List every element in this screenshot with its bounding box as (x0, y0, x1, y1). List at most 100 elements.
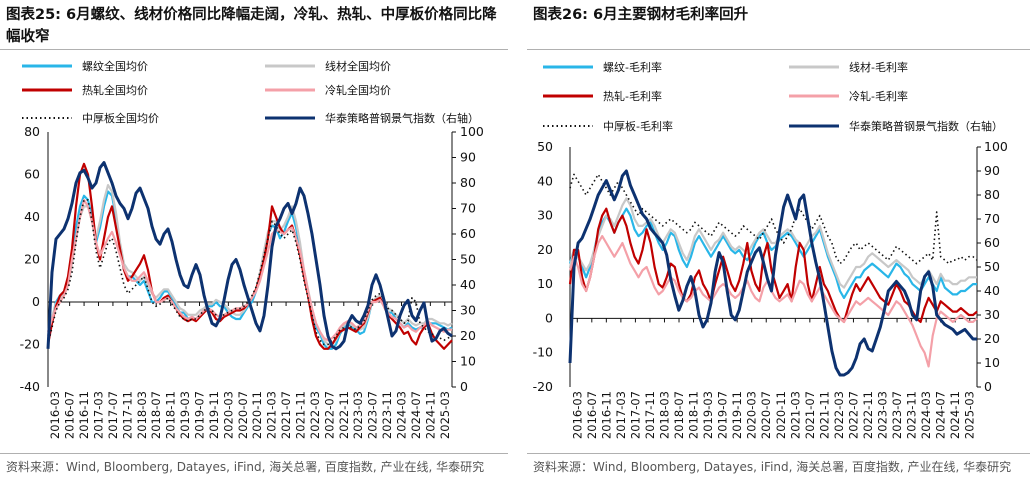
x-tick-label: 2024-07 (409, 391, 423, 439)
x-tick-label: 2022-11 (337, 391, 351, 439)
x-tick-label: 2018-03 (135, 391, 149, 439)
legend-label: 华泰策略普钢景气指数（右轴） (325, 111, 479, 125)
x-tick-label: 2018-07 (149, 391, 163, 439)
series-line (568, 169, 977, 377)
legend-label: 冷轧全国均价 (325, 83, 391, 97)
title-divider (527, 49, 1030, 50)
x-tick-label: 2024-03 (919, 391, 933, 439)
x-tick-label: 2021-11 (817, 391, 831, 439)
legend-label: 中厚板全国均价 (82, 111, 159, 125)
x-tick-label: 2022-03 (832, 391, 846, 439)
x-tick-label: 2023-11 (905, 391, 919, 439)
series-line (568, 197, 977, 289)
chart-title: 图表25: 6月螺纹、线材价格同比降幅走阔，冷轧、热轧、中厚板价格同比降幅收窄 (6, 7, 497, 45)
x-tick-label: 2020-11 (774, 391, 788, 439)
x-tick-label: 2021-03 (265, 391, 279, 439)
x-tick-label: 2020-11 (250, 391, 264, 439)
x-tick-label: 2016-03 (570, 391, 584, 439)
x-tick-label: 2022-03 (308, 391, 322, 439)
y-tick-left: 20 (537, 242, 553, 257)
series-line (47, 199, 453, 346)
x-tick-label: 2019-03 (701, 391, 715, 439)
x-tick-label: 2019-07 (193, 391, 207, 439)
legend-label: 线材全国均价 (325, 59, 391, 73)
x-tick-label: 2020-07 (236, 391, 250, 439)
source-divider (527, 453, 1030, 454)
x-tick-label: 2023-11 (380, 391, 394, 439)
x-tick-label: 2017-03 (92, 391, 106, 439)
x-tick-label: 2019-03 (178, 391, 192, 439)
series-line (46, 161, 453, 351)
legend-label: 冷轧-毛利率 (849, 89, 908, 103)
x-tick-label: 2023-07 (890, 391, 904, 439)
y-tick-right: 50 (460, 252, 476, 267)
y-tick-right: 70 (984, 211, 1000, 226)
x-tick-label: 2022-07 (846, 391, 860, 439)
source-note: 资料来源：Wind, Bloomberg, Datayes, iFind, 海关… (6, 460, 485, 474)
series-line (568, 235, 978, 368)
x-tick-label: 2017-11 (643, 391, 657, 439)
y-tick-right: 60 (984, 235, 1000, 250)
y-tick-right: 10 (984, 355, 1000, 370)
chart-panel-right: 图表26: 6月主要钢材毛利率回升 螺纹-毛利率 线材-毛利率 热轧-毛利率 冷轧-毛… (527, 0, 1030, 499)
x-tick-label: 2017-07 (628, 391, 642, 439)
legend-label: 热轧全国均价 (82, 83, 148, 97)
x-tick-label: 2019-11 (730, 391, 744, 439)
x-tick-label: 2022-07 (322, 391, 336, 439)
legend-label: 中厚板-毛利率 (603, 119, 673, 133)
y-tick-left: -20 (533, 379, 553, 394)
x-tick-label: 2024-11 (423, 391, 437, 439)
x-tick-label: 2018-03 (657, 391, 671, 439)
y-tick-right: 40 (984, 283, 1000, 298)
y-tick-left: 20 (24, 252, 40, 267)
x-tick-label: 2021-03 (788, 391, 802, 439)
x-tick-label: 2022-11 (861, 391, 875, 439)
y-tick-left: -20 (20, 337, 40, 352)
y-tick-right: 10 (460, 354, 476, 369)
x-tick-label: 2016-11 (77, 391, 91, 439)
y-tick-left: 40 (537, 173, 553, 188)
x-tick-label: 2018-07 (672, 391, 686, 439)
y-tick-left: 60 (24, 167, 40, 182)
x-tick-label: 2018-11 (164, 391, 178, 439)
x-tick-label: 2019-11 (207, 391, 221, 439)
y-tick-right: 80 (984, 187, 1000, 202)
x-tick-label: 2017-07 (106, 391, 120, 439)
x-tick-label: 2017-11 (120, 391, 134, 439)
chart-title: 图表26: 6月主要钢材毛利率回升 (533, 7, 749, 23)
x-tick-label: 2016-11 (599, 391, 613, 439)
y-tick-right: 40 (460, 277, 476, 292)
x-tick-label: 2017-03 (614, 391, 628, 439)
y-tick-right: 0 (460, 379, 468, 394)
x-tick-label: 2016-03 (48, 391, 62, 439)
x-tick-label: 2023-03 (351, 391, 365, 439)
x-tick-label: 2025-03 (963, 391, 977, 439)
y-tick-left: 30 (537, 208, 553, 223)
title-divider (0, 49, 508, 50)
y-tick-right: 30 (460, 303, 476, 318)
y-tick-left: 0 (32, 294, 40, 309)
series-line (46, 184, 453, 346)
legend-label: 螺纹-毛利率 (603, 60, 662, 74)
x-tick-label: 2016-07 (585, 391, 599, 439)
x-tick-label: 2024-03 (395, 391, 409, 439)
x-tick-label: 2021-07 (279, 391, 293, 439)
y-tick-left: 10 (537, 276, 553, 291)
x-tick-label: 2023-07 (366, 391, 380, 439)
x-tick-label: 2020-07 (759, 391, 773, 439)
x-tick-label: 2024-11 (948, 391, 962, 439)
y-tick-right: 70 (460, 201, 476, 216)
legend-label: 线材-毛利率 (849, 60, 908, 74)
y-tick-left: -40 (20, 379, 40, 394)
y-tick-right: 90 (460, 150, 476, 165)
x-tick-label: 2021-11 (294, 391, 308, 439)
x-tick-label: 2021-07 (803, 391, 817, 439)
chart-panel-left: 图表25: 6月螺纹、线材价格同比降幅走阔，冷轧、热轧、中厚板价格同比降幅收窄 … (0, 0, 508, 499)
legend-label: 螺纹全国均价 (82, 59, 148, 73)
x-tick-label: 2018-11 (687, 391, 701, 439)
y-tick-right: 20 (460, 328, 476, 343)
y-tick-right: 50 (984, 259, 1000, 274)
source-note: 资料来源：Wind, Bloomberg, Datayes, iFind, 海关… (533, 460, 1012, 474)
